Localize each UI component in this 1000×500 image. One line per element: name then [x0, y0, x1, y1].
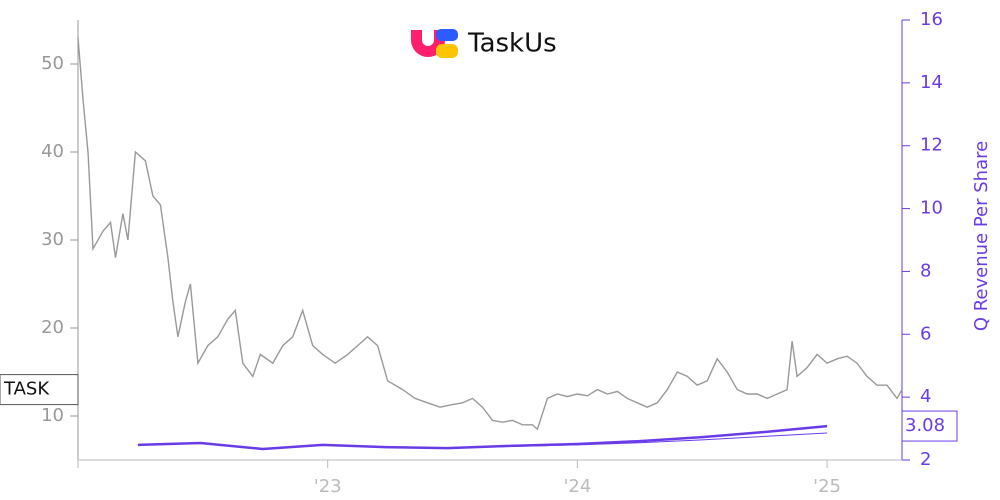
x-tick-label: '23 — [314, 476, 342, 497]
y2-tick-label: 16 — [920, 9, 943, 30]
y2-tick-label: 6 — [920, 323, 931, 344]
value-label: 3.08 — [905, 415, 945, 436]
series-label-box — [0, 374, 79, 406]
y2-axis-label: Q Revenue Per Share — [971, 141, 992, 331]
y2-tick-label: 8 — [920, 260, 931, 281]
y-tick-label: 10 — [41, 405, 64, 426]
logo — [411, 29, 458, 58]
y2-tick-label: 10 — [920, 198, 943, 219]
y2-tick-label: 14 — [920, 72, 943, 93]
y-tick-label: 30 — [41, 229, 64, 250]
y2-tick-label: 2 — [920, 449, 931, 470]
series-line — [77, 37, 903, 431]
y-tick-label: 40 — [41, 141, 64, 162]
value-label-box — [901, 410, 958, 442]
y-tick-label: 50 — [41, 53, 64, 74]
x-tick-label: '24 — [563, 476, 591, 497]
chart-title: TaskUs — [467, 29, 557, 59]
y2-tick-label: 4 — [920, 386, 931, 407]
x-tick-label: '25 — [813, 476, 841, 497]
y2-tick-label: 12 — [920, 135, 943, 156]
series-line — [137, 424, 828, 451]
y-tick-label: 20 — [41, 317, 64, 338]
series-line — [447, 432, 828, 449]
series-label: TASK — [3, 379, 50, 400]
